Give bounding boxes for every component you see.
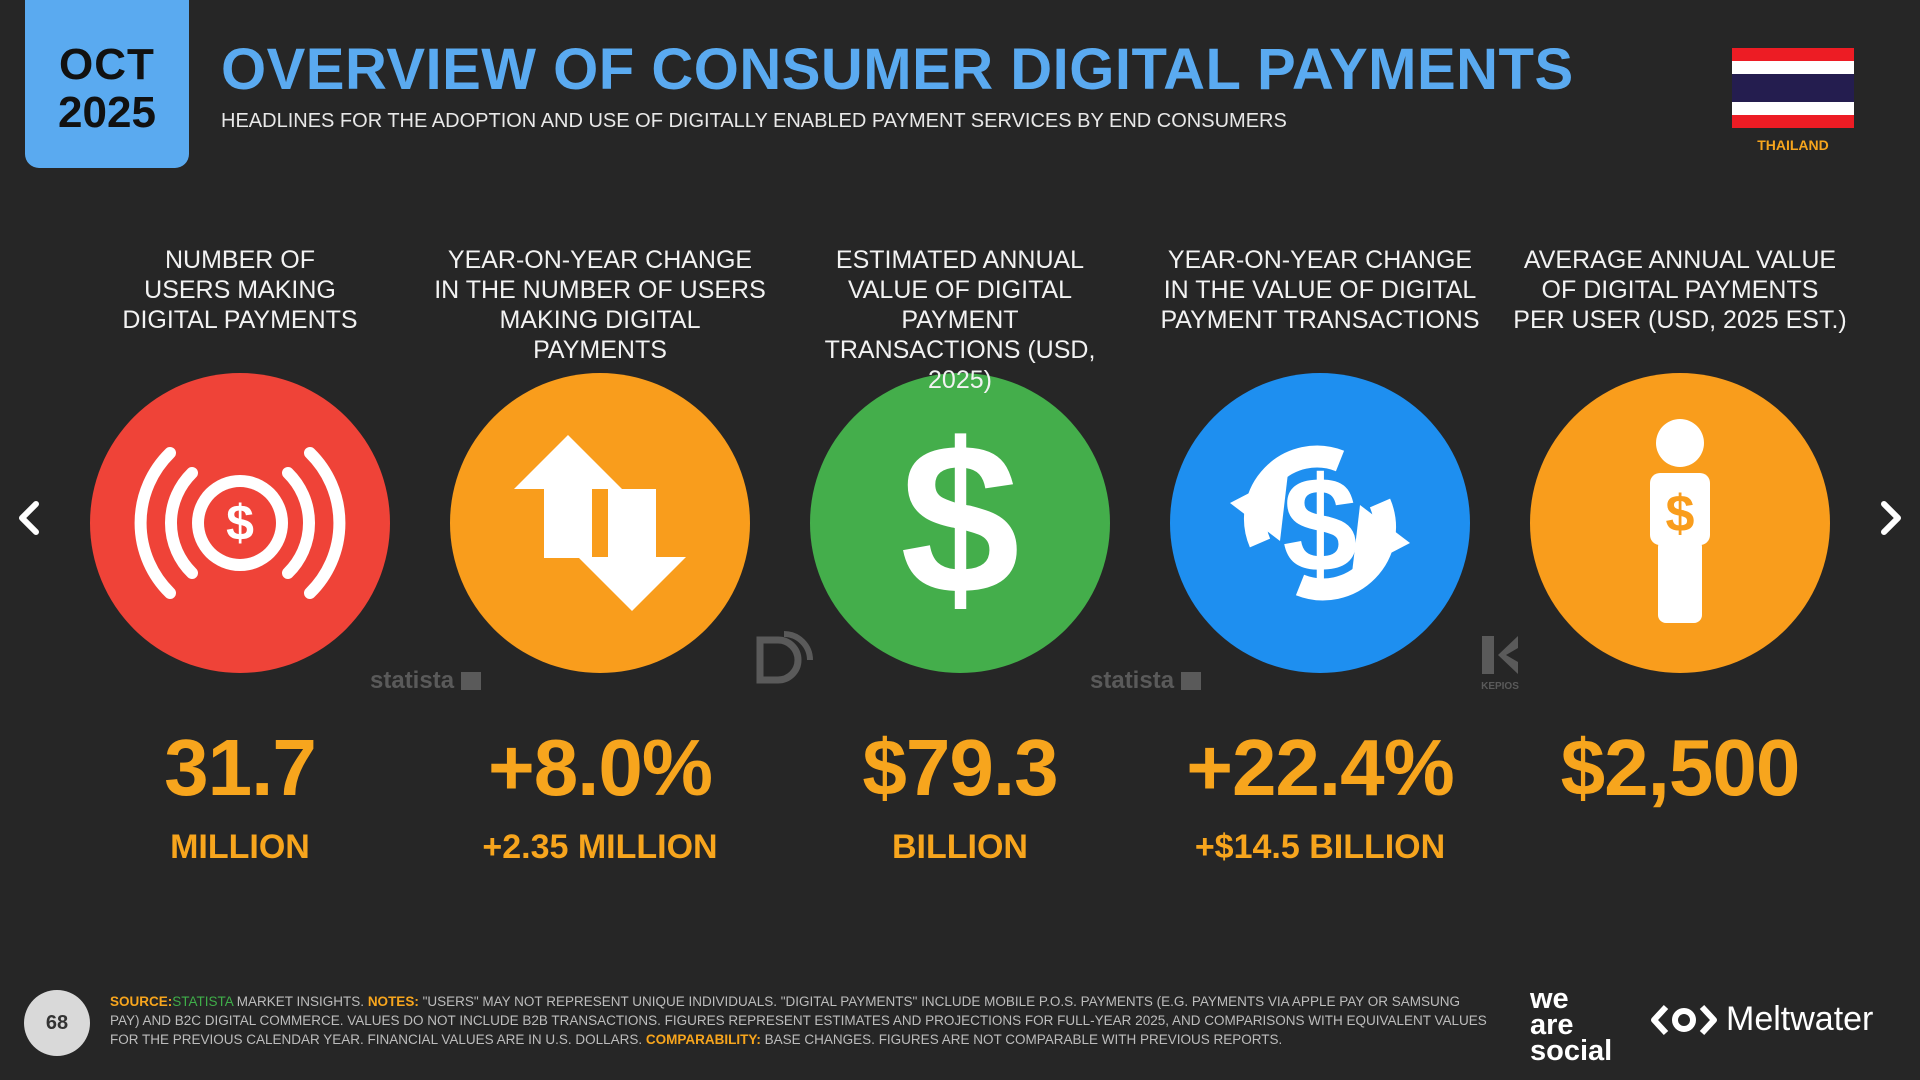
footer-notes: SOURCE:STATISTA MARKET INSIGHTS. NOTES: … <box>110 994 1487 1047</box>
stat-icon-circle: $ <box>1530 373 1830 673</box>
stat-users: NUMBER OF USERS MAKING DIGITAL PAYMENTS $ … <box>70 245 410 864</box>
stat-unit: MILLION <box>170 828 310 866</box>
statista-watermark: statista <box>370 667 481 695</box>
date-year: 2025 <box>58 88 156 137</box>
we-are-social-logo: we are social <box>1530 983 1613 1067</box>
person-dollar-icon: $ <box>1650 419 1710 623</box>
stat-value: +8.0% <box>487 723 713 812</box>
page-title: OVERVIEW OF CONSUMER DIGITAL PAYMENTS <box>221 37 1574 102</box>
kepios-watermark: KEPIOS <box>1478 634 1522 692</box>
svg-text:$: $ <box>226 495 254 551</box>
stat-value-change: YEAR-ON-YEAR CHANGE IN THE VALUE OF DIGIT… <box>1150 245 1490 864</box>
meltwater-mark-icon <box>1651 1004 1717 1035</box>
stat-icon-circle: $ <box>90 373 390 673</box>
payment-signal-icon: $ <box>134 447 346 599</box>
stat-value: +22.4% <box>1186 723 1455 812</box>
stat-icon-circle: $ <box>1170 373 1470 673</box>
stat-value: $2,500 <box>1560 723 1801 812</box>
stat-unit: BILLION <box>892 828 1028 866</box>
svg-text:$: $ <box>1282 449 1357 600</box>
datareportal-logo-icon <box>756 631 813 684</box>
stat-label: NUMBER OF USERS MAKING DIGITAL PAYMENTS <box>122 246 358 334</box>
stat-label: YEAR-ON-YEAR CHANGE IN THE NUMBER OF USER… <box>434 246 766 364</box>
stat-unit: +2.35 MILLION <box>482 828 718 866</box>
stat-label: ESTIMATED ANNUAL VALUE OF DIGITAL PAYMENT… <box>824 246 1096 394</box>
svg-text:$: $ <box>900 413 1020 633</box>
stat-value: 31.7 <box>164 723 317 812</box>
dollar-cycle-icon: $ <box>1230 445 1410 601</box>
page-number: 68 <box>24 990 90 1056</box>
thailand-flag-icon <box>1732 48 1854 128</box>
stat-users-change: YEAR-ON-YEAR CHANGE IN THE NUMBER OF USER… <box>430 245 770 864</box>
stat-value-per-user: AVERAGE ANNUAL VALUE OF DIGITAL PAYMENTS P… <box>1510 245 1850 830</box>
stat-value: $79.3 <box>862 723 1058 812</box>
country-label: THAILAND <box>1757 137 1829 153</box>
page-subtitle: HEADLINES FOR THE ADOPTION AND USE OF DI… <box>221 110 1287 132</box>
stat-label: YEAR-ON-YEAR CHANGE IN THE VALUE OF DIGIT… <box>1160 246 1480 334</box>
stat-label: AVERAGE ANNUAL VALUE OF DIGITAL PAYMENTS P… <box>1513 246 1847 334</box>
stat-icon-circle: $ <box>810 373 1110 673</box>
date-month: OCT <box>59 40 155 89</box>
next-slide-arrow-icon[interactable] <box>1872 498 1908 538</box>
stat-icon-circle <box>450 373 750 673</box>
stat-unit: +$14.5 BILLION <box>1194 828 1446 866</box>
stat-transaction-value: ESTIMATED ANNUAL VALUE OF DIGITAL PAYMENT… <box>790 245 1130 864</box>
previous-slide-arrow-icon[interactable] <box>12 498 48 538</box>
meltwater-logo: Meltwater <box>1650 1000 1873 1039</box>
svg-text:$: $ <box>1666 485 1695 543</box>
kepios-logo-icon <box>1482 636 1518 674</box>
date-badge: OCT 2025 <box>25 0 189 168</box>
statista-watermark: statista <box>1090 667 1201 695</box>
dollar-icon: $ <box>900 413 1020 633</box>
up-down-arrows-icon <box>514 435 686 611</box>
